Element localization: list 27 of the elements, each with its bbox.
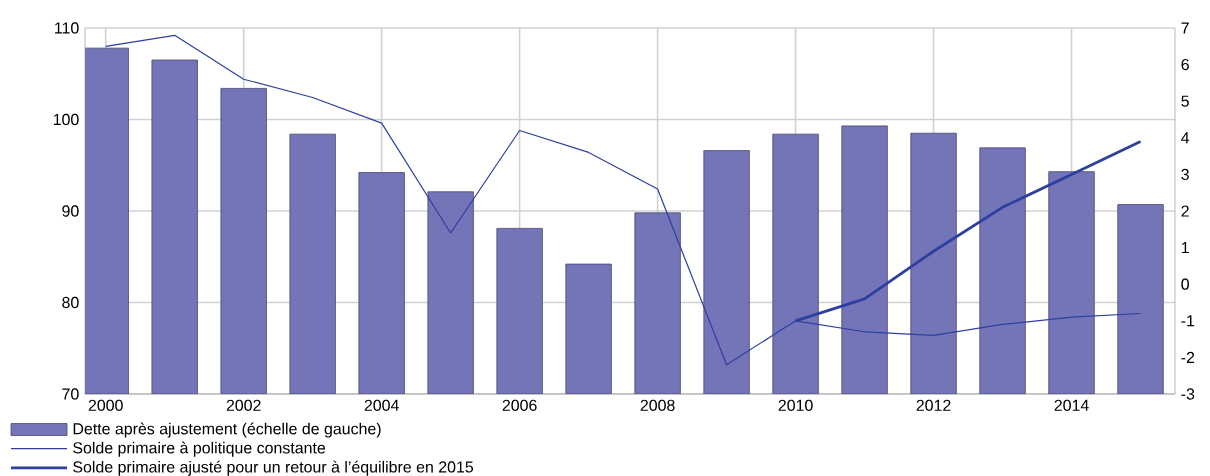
y2-tick-label: 4 [1181, 132, 1190, 144]
x-tick-label: 2000 [88, 399, 123, 411]
x-tick-label: 2012 [916, 399, 951, 411]
y2-tick-label: 6 [1181, 58, 1189, 71]
x-tick-label: 2004 [364, 399, 399, 411]
y2-tick-label: 7 [1181, 22, 1189, 34]
y2-tick-label: 3 [1181, 168, 1189, 181]
y-tick-label: 80 [62, 296, 79, 309]
y-tick-label: 70 [62, 388, 79, 400]
y-tick-label: 100 [53, 113, 79, 126]
legend-label: Dette après ajustement (échelle de gauche) [73, 422, 381, 438]
y2-tick-label: 5 [1181, 95, 1189, 107]
y2-tick-label: -1 [1181, 315, 1195, 327]
x-tick-label: 2010 [778, 399, 813, 411]
y2-tick-label: -3 [1181, 388, 1195, 400]
y2-tick-label: 0 [1181, 278, 1189, 290]
y2-tick-label: -2 [1181, 351, 1195, 363]
x-tick-label: 2006 [502, 399, 537, 411]
x-tick-label: 2008 [640, 399, 675, 411]
y-tick-label: 90 [62, 205, 79, 217]
x-tick-label: 2014 [1054, 399, 1089, 411]
x-tick-label: 2002 [226, 399, 261, 411]
y2-tick-label: 2 [1181, 205, 1189, 217]
legend-label: Solde primaire ajusté pour un retour à l’équilibre en 2015 [73, 460, 474, 476]
y2-tick-label: 1 [1181, 242, 1189, 254]
legend-label: Solde primaire à politique constante [73, 441, 326, 457]
y-tick-label: 110 [55, 22, 79, 34]
